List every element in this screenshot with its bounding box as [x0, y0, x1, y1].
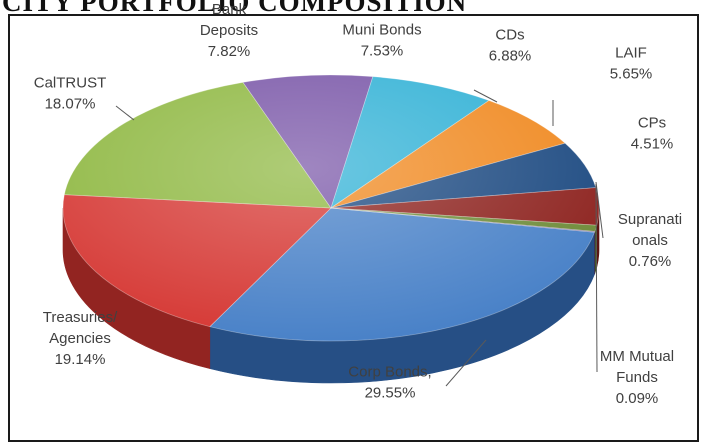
category-label-corp-bonds: Corp Bonds,: [348, 364, 431, 381]
category-label-muni-bonds: Muni Bonds: [342, 22, 421, 39]
leader-line-supranationals: [595, 181, 604, 239]
chart-title: CITY PORTFOLIO COMPOSITION: [2, 0, 468, 17]
pie-top-faces: [62, 74, 600, 342]
value-label-mm-mutual-funds: 0.09%: [616, 390, 659, 407]
data-label-corp-bonds: Corp Bonds, 29.55%: [348, 364, 431, 402]
pie-top-highlight: [63, 75, 599, 341]
leader-line-corp-bonds: [445, 339, 487, 387]
value-label-supranationals: 0.76%: [629, 253, 672, 270]
category-label-cps: CPs: [638, 115, 666, 132]
category-label-treasuries-agencies: Agencies: [49, 330, 111, 347]
leader-line-cds: [473, 89, 498, 103]
category-label-bank-deposits: Bank: [212, 1, 247, 18]
data-label-bank-deposits: Bank Deposits 7.82%: [200, 1, 258, 60]
category-label-cds: CDs: [495, 27, 524, 44]
value-label-caltrust: 18.07%: [45, 96, 96, 113]
value-label-treasuries-agencies: 19.14%: [55, 351, 106, 368]
leader-line-mm-mutual-funds: [595, 183, 598, 373]
category-label-supranationals: Supranati: [618, 211, 682, 228]
category-label-laif: LAIF: [615, 45, 647, 62]
value-label-corp-bonds: 29.55%: [365, 385, 416, 402]
data-label-caltrust: CalTRUST 18.07%: [34, 75, 107, 113]
value-label-bank-deposits: 7.82%: [208, 43, 251, 60]
value-label-cds: 6.88%: [489, 48, 532, 65]
category-label-supranationals: onals: [632, 232, 668, 249]
category-label-mm-mutual-funds: Funds: [616, 369, 658, 386]
category-label-treasuries-agencies: Treasuries/: [43, 309, 118, 326]
data-label-treasuries-agencies: Treasuries/Agencies 19.14%: [43, 309, 118, 368]
data-label-cps: CPs 4.51%: [631, 115, 674, 153]
value-label-cps: 4.51%: [631, 136, 674, 153]
category-label-bank-deposits: Deposits: [200, 22, 258, 39]
data-label-muni-bonds: Muni Bonds 7.53%: [342, 22, 421, 60]
data-label-cds: CDs 6.88%: [489, 27, 532, 65]
pie-labels: Corp Bonds, 29.55% Treasuries/Agencies 19.1…: [34, 1, 682, 407]
value-label-laif: 5.65%: [610, 66, 653, 83]
category-label-mm-mutual-funds: MM Mutual: [600, 348, 674, 365]
data-label-laif: LAIF 5.65%: [610, 45, 653, 83]
leader-line-caltrust: [115, 105, 135, 121]
data-label-mm-mutual-funds: MM Mutual Funds 0.09%: [600, 348, 674, 407]
category-label-caltrust: CalTRUST: [34, 75, 107, 92]
value-label-muni-bonds: 7.53%: [361, 43, 404, 60]
data-label-supranationals: Supranati onals 0.76%: [618, 211, 682, 270]
